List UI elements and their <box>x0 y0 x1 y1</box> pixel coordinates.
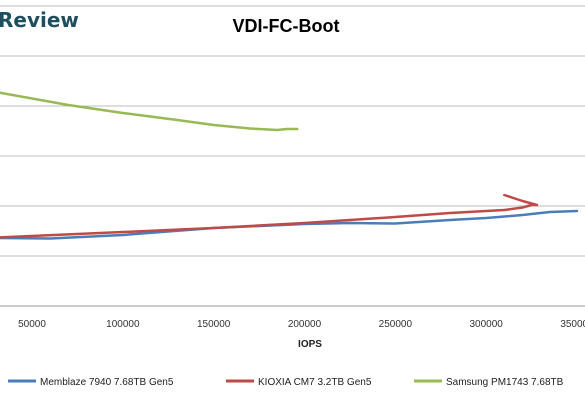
legend-label: Samsung PM1743 7.68TB <box>446 377 564 388</box>
x-tick-label: 200000 <box>288 319 322 330</box>
x-tick-label: 350000 <box>560 319 585 330</box>
series-line-1 <box>0 209 579 240</box>
x-tick-label: 150000 <box>197 319 231 330</box>
x-axis-label: IOPS <box>298 339 322 350</box>
legend: Memblaze 7940 7.68TB Gen5 KIOXIA CM7 3.2T… <box>8 377 564 388</box>
x-tick-label: 100000 <box>106 319 140 330</box>
x-tick-label: 250000 <box>379 319 413 330</box>
series-lines <box>0 91 579 240</box>
brand-logo-text: Review <box>0 8 79 32</box>
series-line-2 <box>0 193 539 239</box>
legend-label: KIOXIA CM7 3.2TB Gen5 <box>258 377 372 388</box>
x-tick-label: 50000 <box>18 319 46 330</box>
x-tick-labels: 50000 100000 150000 200000 250000 300000 35000… <box>18 319 585 330</box>
series-line-3 <box>0 91 299 132</box>
chart-title: VDI-FC-Boot <box>233 16 340 36</box>
gridlines <box>0 5 585 307</box>
legend-label: Memblaze 7940 7.68TB Gen5 <box>40 377 174 388</box>
x-tick-label: 300000 <box>469 319 503 330</box>
